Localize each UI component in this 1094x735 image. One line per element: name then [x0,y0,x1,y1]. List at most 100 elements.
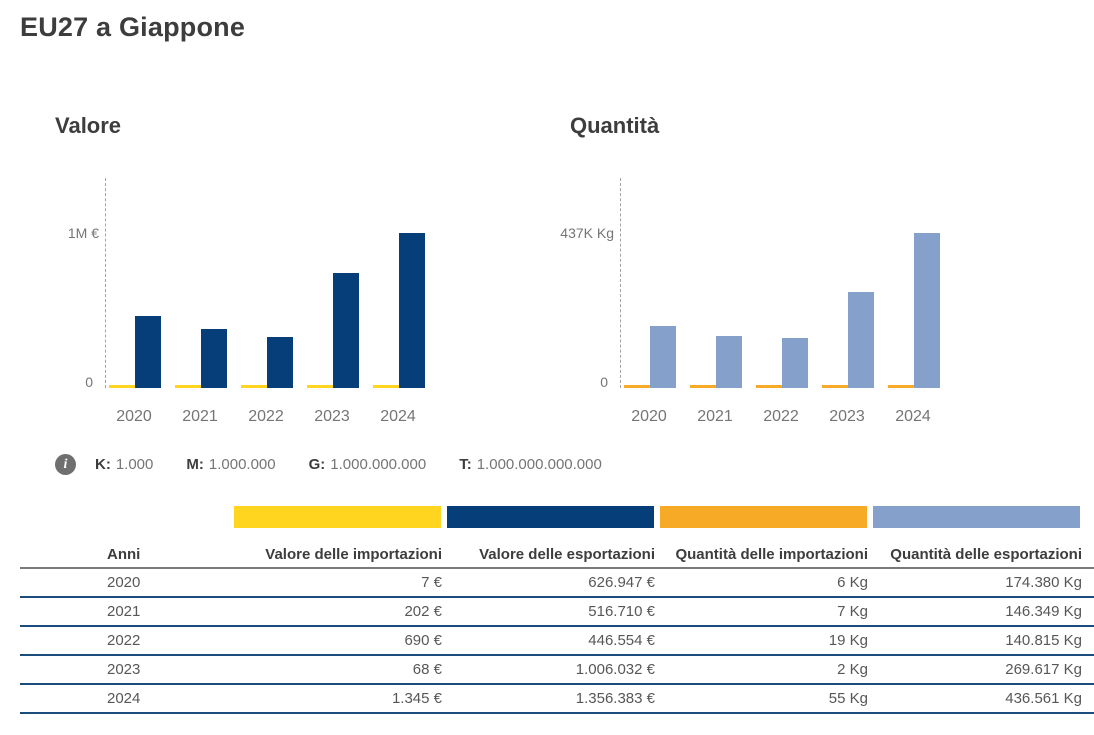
x-axis-label-2022: 2022 [763,408,799,425]
cell-value: 1.006.032 € [444,655,657,685]
bar-import-2022[interactable] [241,385,267,388]
cell-value: 146.349 Kg [870,597,1094,627]
bars-area [624,233,940,388]
bar-import-2022[interactable] [756,385,782,388]
column-header-anni: Anni [20,542,231,569]
x-axis-label-2023: 2023 [314,408,350,425]
chart-title-quantita: Quantità [570,113,660,138]
cell-year: 2021 [20,597,231,627]
x-axis-labels: 2020 2021 2022 2023 2024 [623,408,1032,426]
legend-swatch-valore-importazioni [234,506,441,528]
chart-valore: Valore 1M € 0 2020 2021 2022 2023 2024 [55,113,517,426]
cell-value: 436.561 Kg [870,684,1094,714]
bar-export-2024[interactable] [914,233,940,388]
y-axis-max-label: 1M € [67,225,99,241]
prefix-value: 1.000 [115,456,154,473]
bar-import-2023[interactable] [307,385,333,388]
bar-import-2024[interactable] [888,385,914,388]
bar-import-2020[interactable] [624,385,650,388]
table-row-2022: 2022 690 €446.554 €19 Kg 140.815 Kg [20,626,1094,656]
cell-value: 2 Kg [657,655,870,685]
bar-group-2023 [307,273,359,388]
cell-value: 626.947 € [444,568,657,598]
bar-import-2020[interactable] [109,385,135,388]
cell-value: 140.815 Kg [870,626,1094,656]
bar-export-2022[interactable] [267,337,293,388]
cell-value: 690 € [231,626,444,656]
legend-swatch-valore-esportazioni [447,506,654,528]
bar-export-2021[interactable] [201,329,227,388]
column-header-quantita-esportazioni: Quantità delle esportazioni [870,542,1094,569]
x-axis-label-2021: 2021 [182,408,218,425]
bars-area [109,233,425,388]
info-icon[interactable]: i [55,454,76,475]
unit-prefix-legend: i K: 1.000 M: 1.000.000 G: 1.000.000.000 T: 1.0… [55,454,1094,475]
prefix-item-m: M: 1.000.000 [186,456,275,473]
prefix-value: 1.000.000 [208,456,276,473]
bar-import-2021[interactable] [175,385,201,388]
bar-export-2024[interactable] [399,233,425,388]
x-axis-labels: 2020 2021 2022 2023 2024 [108,408,517,426]
table-row-2023: 2023 68 €1.006.032 €2 Kg 269.617 Kg [20,655,1094,685]
bar-import-2024[interactable] [373,385,399,388]
table-row-2021: 2021 202 €516.710 €7 Kg 146.349 Kg [20,597,1094,627]
x-axis-label-2022: 2022 [248,408,284,425]
prefix-value: 1.000.000.000 [330,456,427,473]
prefix-key: K: [95,456,111,473]
bar-export-2021[interactable] [716,336,742,388]
cell-value: 6 Kg [657,568,870,598]
bar-export-2020[interactable] [135,316,161,388]
x-axis-label-2020: 2020 [116,408,152,425]
x-axis-label-2024: 2024 [380,408,416,425]
page-title: EU27 a Giappone [20,12,246,42]
cell-value: 202 € [231,597,444,627]
bar-group-2023 [822,292,874,388]
bar-export-2020[interactable] [650,326,676,388]
cell-value: 269.617 Kg [870,655,1094,685]
cell-value: 174.380 Kg [870,568,1094,598]
bar-import-2023[interactable] [822,385,848,388]
cell-year: 2023 [20,655,231,685]
cell-value: 1.345 € [231,684,444,714]
legend-swatch-cell [444,506,657,528]
legend-swatch-quantita-esportazioni [873,506,1080,528]
prefix-item-t: T: 1.000.000.000.000 [459,456,602,473]
bar-group-2024 [373,233,425,388]
bar-export-2022[interactable] [782,338,808,388]
bar-group-2020 [109,316,161,388]
column-header-quantita-importazioni: Quantità delle importazioni [657,542,870,569]
column-header-valore-importazioni: Valore delle importazioni [231,542,444,569]
column-header-valore-esportazioni: Valore delle esportazioni [444,542,657,569]
table-row-2020: 2020 7 €626.947 €6 Kg 174.380 Kg [20,568,1094,598]
legend-swatch-cell [231,506,444,528]
cell-value: 7 € [231,568,444,598]
y-axis-max-label: 437K Kg [560,225,614,241]
table-row-2024: 2024 1.345 €1.356.383 €55 Kg 436.561 Kg [20,684,1094,714]
chart-title-valore: Valore [55,113,122,138]
legend-swatch-row [231,506,1094,528]
prefix-value: 1.000.000.000.000 [476,456,602,473]
x-axis-label-2024: 2024 [895,408,931,425]
x-axis-label-2021: 2021 [697,408,733,425]
bar-group-2021 [175,329,227,388]
prefix-item-k: K: 1.000 [95,456,153,473]
plot-area-valore: 1M € 0 [68,178,517,390]
cell-value: 516.710 € [444,597,657,627]
y-axis-zero-label: 0 [600,374,608,390]
bar-import-2021[interactable] [690,385,716,388]
table-body: 2020 7 €626.947 €6 Kg 174.380 Kg 2021 202 €5… [20,568,1094,714]
prefix-key: G: [308,456,326,473]
legend-swatch-quantita-importazioni [660,506,867,528]
prefix-key: M: [186,456,204,473]
bar-group-2024 [888,233,940,388]
cell-year: 2020 [20,568,231,598]
cell-year: 2022 [20,626,231,656]
trade-table-section: Anni Valore delle importazioni Valore dell… [20,506,1094,714]
bar-export-2023[interactable] [333,273,359,388]
cell-value: 7 Kg [657,597,870,627]
bar-group-2020 [624,326,676,388]
prefix-item-g: G: 1.000.000.000 [309,456,427,473]
legend-swatch-cell [657,506,870,528]
bar-export-2023[interactable] [848,292,874,388]
charts-row: Valore 1M € 0 2020 2021 2022 2023 2024 Quant… [55,113,1094,426]
